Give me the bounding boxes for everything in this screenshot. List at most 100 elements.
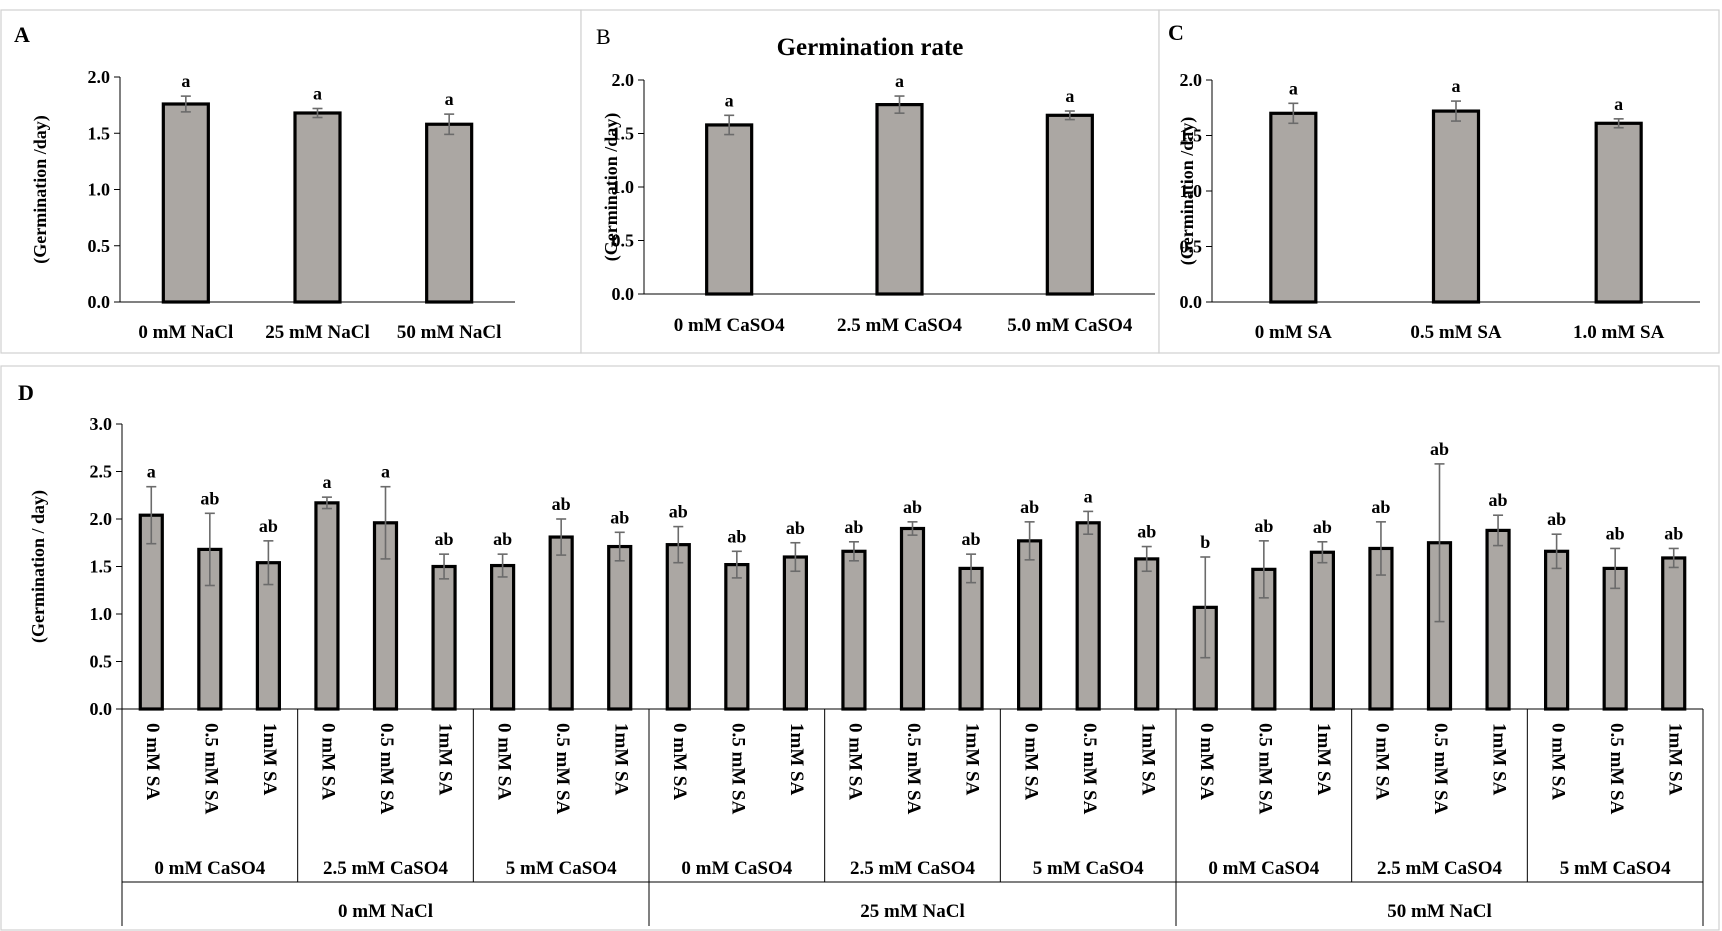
panel-d-y-tick-label: 0.5 bbox=[90, 652, 113, 672]
panel-d-category-label: 1mM SA bbox=[1489, 723, 1510, 796]
panel-b-y-tick-label: 0.0 bbox=[612, 284, 635, 304]
panel-d-bar bbox=[1017, 539, 1043, 711]
panel-a-bar bbox=[293, 111, 342, 304]
panel-b-bar bbox=[705, 123, 754, 296]
panel-b-y-axis-label: (Germination /day) bbox=[601, 113, 622, 262]
panel-d-significance-letter: ab bbox=[962, 529, 981, 549]
panel-d-significance-letter: b bbox=[1200, 532, 1210, 552]
panel-d-letter: D bbox=[18, 380, 34, 405]
panel-a-significance-letter: a bbox=[181, 71, 190, 91]
panel-c-category-label: 0 mM SA bbox=[1255, 322, 1332, 343]
panel-d-category-label: 0 mM SA bbox=[318, 723, 339, 800]
panel-d-significance-letter: ab bbox=[1313, 517, 1332, 537]
panel-b-y-tick-label: 1.5 bbox=[612, 124, 635, 144]
panel-a-y-tick-label: 0.0 bbox=[88, 292, 111, 312]
panel-d-significance-letter: a bbox=[381, 462, 390, 482]
panel-c-bar bbox=[1431, 109, 1481, 304]
panel-c-y-axis-label: (Germination /day) bbox=[1177, 117, 1198, 266]
panel-d-bar bbox=[1075, 521, 1101, 711]
panel-a-chart: 0.0 0.5 1.0 1.5 2.0 (Germination /day) a 0 mM N… bbox=[30, 67, 515, 343]
panel-d-category-label: 0 mM SA bbox=[142, 723, 163, 800]
panel-d-category-label: 0.5 mM SA bbox=[376, 723, 397, 815]
panel-d-significance-letter: ab bbox=[1606, 523, 1625, 543]
panel-a-y-tick-label: 2.0 bbox=[88, 67, 111, 87]
panel-d-bar bbox=[899, 526, 926, 711]
panel-d-bar bbox=[1309, 550, 1335, 711]
panel-c-y-tick-label: 2.0 bbox=[1180, 70, 1203, 90]
panel-d-bar bbox=[548, 535, 574, 711]
panel-c-significance-letter: a bbox=[1614, 94, 1623, 114]
panel-c-significance-letter: a bbox=[1289, 78, 1298, 98]
panel-d-bar bbox=[314, 501, 340, 711]
panel-b-bar bbox=[1045, 113, 1094, 296]
panel-b-significance-letter: a bbox=[895, 71, 904, 91]
panel-d-bar bbox=[665, 543, 691, 711]
panel-c-y-tick-label: 0.0 bbox=[1180, 292, 1203, 312]
panel-d-category-label: 0 mM SA bbox=[1196, 723, 1217, 800]
panel-d-bar bbox=[1602, 566, 1628, 711]
panel-d-chart: 0.0 0.5 1.0 1.5 2.0 2.5 3.0 (Germination / day)… bbox=[28, 414, 1704, 926]
panel-a-bar bbox=[425, 122, 474, 304]
panel-d-category-label: 0.5 mM SA bbox=[552, 723, 573, 815]
panel-d-category-label: 0 mM SA bbox=[1020, 723, 1041, 800]
panel-d-significance-letter: ab bbox=[1137, 522, 1156, 542]
panel-d-nacl-group-label: 25 mM NaCl bbox=[860, 901, 964, 922]
panel-d-caso4-group-label: 2.5 mM CaSO4 bbox=[850, 858, 976, 879]
panel-d-category-label: 0 mM SA bbox=[1372, 723, 1393, 800]
panel-d-significance-letter: ab bbox=[200, 488, 219, 508]
panel-d-significance-letter: ab bbox=[786, 518, 805, 538]
panel-d-caso4-group-label: 5 mM CaSO4 bbox=[1560, 858, 1671, 879]
panel-d-significance-letter: ab bbox=[610, 507, 629, 527]
panel-a-category-label: 0 mM NaCl bbox=[138, 322, 233, 343]
panel-a-y-tick-label: 1.0 bbox=[88, 180, 111, 200]
panel-d-significance-letter: ab bbox=[1489, 490, 1508, 510]
panel-d-caso4-group-label: 5 mM CaSO4 bbox=[1033, 858, 1144, 879]
panel-d-category-label: 0 mM SA bbox=[493, 723, 514, 800]
panel-d-bar bbox=[724, 562, 750, 711]
panel-b-significance-letter: a bbox=[1065, 86, 1074, 106]
panel-d-significance-letter: ab bbox=[1254, 516, 1273, 536]
panel-a-y-tick-label: 0.5 bbox=[88, 236, 111, 256]
panel-d-category-label: 1mM SA bbox=[1137, 723, 1158, 796]
panel-d-bar bbox=[431, 564, 457, 711]
panel-d-bar bbox=[1544, 549, 1570, 711]
panel-d-significance-letter: ab bbox=[493, 529, 512, 549]
panel-d-significance-letter: a bbox=[1084, 486, 1093, 506]
panel-d-category-label: 0.5 mM SA bbox=[1430, 723, 1451, 815]
panel-d-caso4-group-label: 2.5 mM CaSO4 bbox=[323, 858, 449, 879]
panel-c-category-label: 1.0 mM SA bbox=[1573, 322, 1665, 343]
panel-c-letter: C bbox=[1168, 20, 1184, 45]
panel-d-caso4-group-label: 0 mM CaSO4 bbox=[154, 858, 265, 879]
panel-a-bar bbox=[161, 102, 210, 304]
panel-c-bar bbox=[1594, 121, 1643, 304]
panel-d-category-label: 0.5 mM SA bbox=[1254, 723, 1275, 815]
panel-b-y-tick-label: 2.0 bbox=[612, 70, 635, 90]
panel-a-significance-letter: a bbox=[445, 89, 454, 109]
panel-d-caso4-group-label: 2.5 mM CaSO4 bbox=[1377, 858, 1503, 879]
panel-d-significance-letter: ab bbox=[669, 502, 688, 522]
panel-d-category-label: 0.5 mM SA bbox=[200, 723, 221, 815]
panel-b-category-label: 0 mM CaSO4 bbox=[674, 315, 785, 336]
panel-c-bar bbox=[1269, 111, 1318, 304]
panel-d-category-label: 1mM SA bbox=[962, 723, 983, 796]
panel-d-y-tick-label: 1.0 bbox=[90, 604, 113, 624]
panel-d-bar bbox=[1134, 557, 1160, 711]
panel-b-title: Germination rate bbox=[777, 34, 964, 61]
panel-a-category-label: 25 mM NaCl bbox=[265, 322, 369, 343]
panel-d-significance-letter: ab bbox=[844, 517, 863, 537]
panel-d-significance-letter: ab bbox=[1430, 439, 1449, 459]
panel-b-y-tick-label: 0.5 bbox=[612, 231, 635, 251]
panel-a-significance-letter: a bbox=[313, 84, 322, 104]
panel-c-y-tick-label: 1.0 bbox=[1180, 181, 1203, 201]
panel-d-significance-letter: ab bbox=[1020, 497, 1039, 517]
panel-d-category-label: 0.5 mM SA bbox=[727, 723, 748, 815]
panel-d-category-label: 1mM SA bbox=[610, 723, 631, 796]
panel-d-nacl-group-label: 50 mM NaCl bbox=[1387, 901, 1491, 922]
panel-d-y-tick-label: 0.0 bbox=[90, 699, 113, 719]
panel-d-significance-letter: ab bbox=[1664, 523, 1683, 543]
panel-d-significance-letter: a bbox=[322, 472, 331, 492]
panel-d-significance-letter: ab bbox=[1547, 509, 1566, 529]
panel-d-category-label: 1mM SA bbox=[1313, 723, 1334, 796]
panel-a-y-axis-label: (Germination /day) bbox=[30, 115, 51, 264]
